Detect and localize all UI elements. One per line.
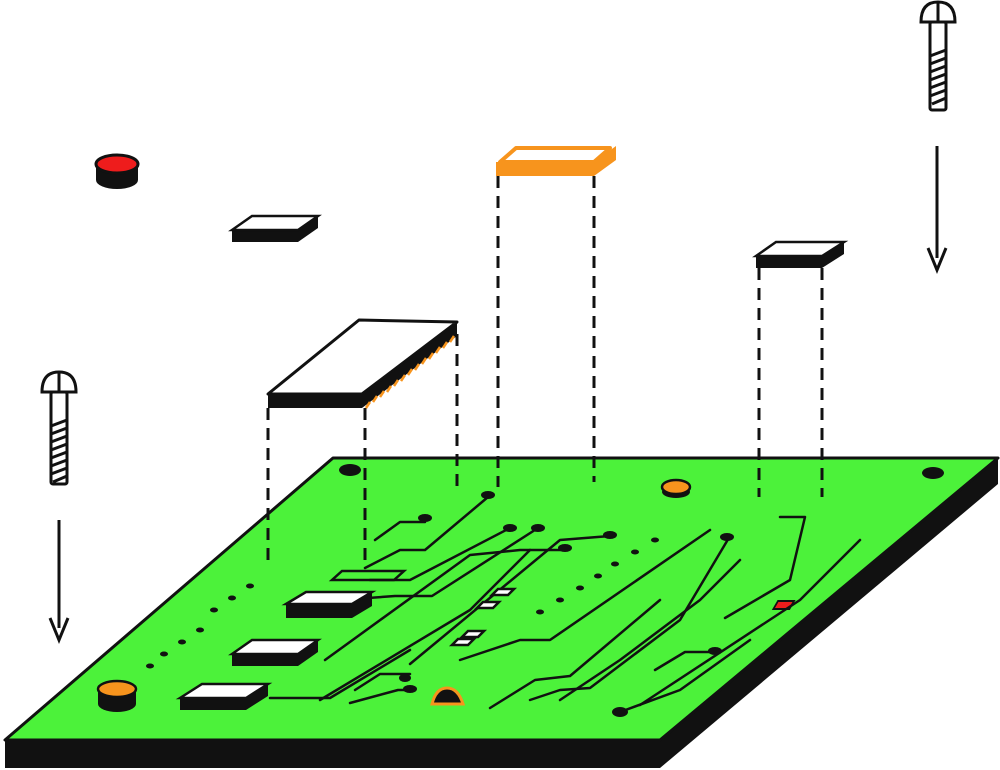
mounting-hole <box>339 464 361 476</box>
right-screw <box>919 0 957 274</box>
large-ic-chip <box>266 318 459 409</box>
alignment-guides <box>266 176 824 560</box>
mounting-hole <box>922 467 944 479</box>
chip-pins <box>364 335 456 409</box>
board-edge-front <box>5 740 660 768</box>
red-button-cap <box>94 153 140 189</box>
orange-pad-large <box>96 679 138 712</box>
screw-icon <box>40 370 78 486</box>
down-arrow-icon <box>926 146 948 274</box>
trace-pads <box>399 491 734 717</box>
mounted-chip <box>175 682 273 710</box>
mounted-chip <box>228 638 322 666</box>
screw-icon <box>919 0 957 112</box>
dot-rows <box>146 537 659 669</box>
orange-pad <box>660 478 692 498</box>
small-chip <box>228 214 322 242</box>
right-chip <box>752 240 849 268</box>
orange-dome <box>430 686 466 706</box>
smd-pads <box>448 587 518 647</box>
board-surface <box>3 456 1000 742</box>
orange-chip <box>496 146 616 176</box>
circuit-board <box>3 456 1000 768</box>
board-edge-right <box>660 458 998 768</box>
left-screw <box>40 370 78 644</box>
down-arrow-icon <box>48 520 70 644</box>
chip-footprint <box>328 569 408 582</box>
mounted-chip <box>281 590 377 618</box>
